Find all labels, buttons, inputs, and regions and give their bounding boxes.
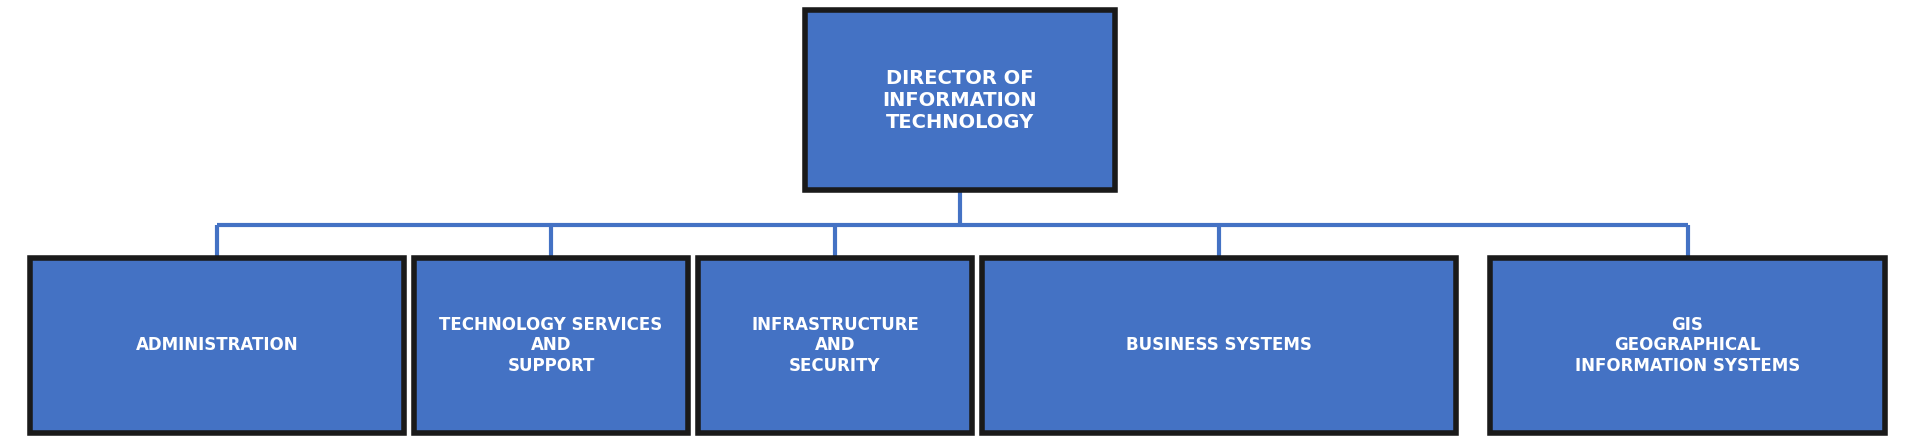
FancyBboxPatch shape <box>1490 258 1885 433</box>
Text: DIRECTOR OF
INFORMATION
TECHNOLOGY: DIRECTOR OF INFORMATION TECHNOLOGY <box>883 69 1037 132</box>
Text: TECHNOLOGY SERVICES
AND
SUPPORT: TECHNOLOGY SERVICES AND SUPPORT <box>440 316 662 375</box>
FancyBboxPatch shape <box>981 258 1455 433</box>
FancyBboxPatch shape <box>31 258 403 433</box>
FancyBboxPatch shape <box>415 258 687 433</box>
FancyBboxPatch shape <box>804 10 1116 190</box>
Text: ADMINISTRATION: ADMINISTRATION <box>136 337 298 354</box>
Text: GIS
GEOGRAPHICAL
INFORMATION SYSTEMS: GIS GEOGRAPHICAL INFORMATION SYSTEMS <box>1574 316 1801 375</box>
Text: BUSINESS SYSTEMS: BUSINESS SYSTEMS <box>1125 337 1311 354</box>
FancyBboxPatch shape <box>699 258 972 433</box>
Text: INFRASTRUCTURE
AND
SECURITY: INFRASTRUCTURE AND SECURITY <box>751 316 920 375</box>
